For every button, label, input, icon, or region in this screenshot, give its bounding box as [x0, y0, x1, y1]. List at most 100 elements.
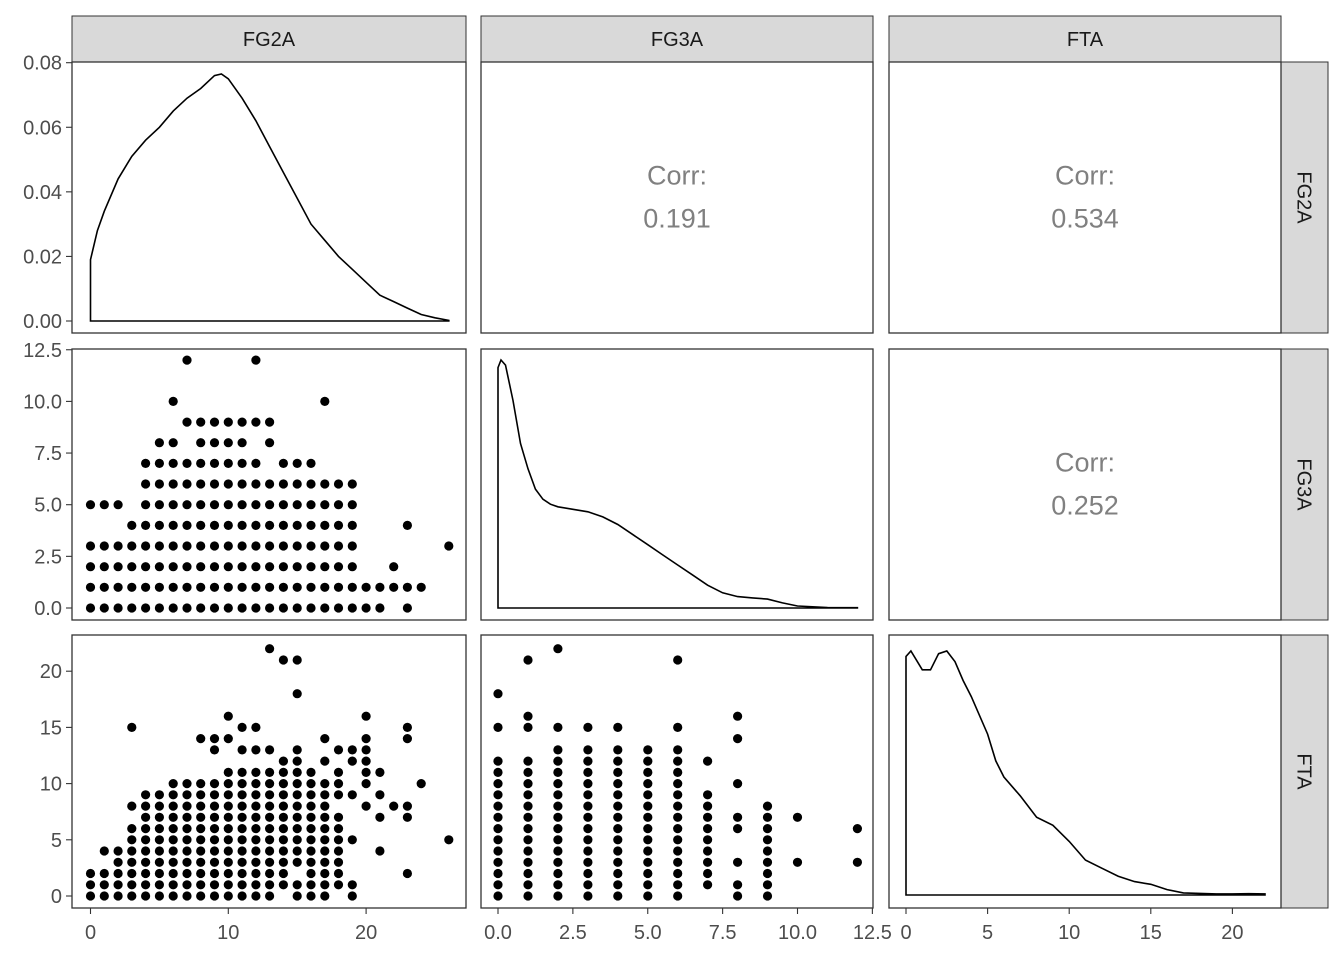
data-point: [673, 857, 683, 867]
data-point: [237, 846, 247, 856]
data-point: [493, 801, 503, 811]
data-point: [223, 812, 233, 822]
data-point: [333, 603, 344, 613]
data-point: [613, 790, 623, 800]
data-point: [553, 767, 563, 778]
data-point: [320, 500, 330, 510]
data-point: [223, 711, 233, 721]
data-point: [673, 790, 683, 800]
data-point: [852, 857, 863, 867]
data-point: [703, 824, 713, 834]
data-point: [375, 582, 385, 592]
data-point: [265, 520, 275, 531]
data-point: [168, 520, 178, 531]
data-point: [113, 500, 123, 510]
data-point: [613, 745, 623, 755]
data-point: [223, 779, 233, 789]
data-point: [113, 891, 123, 901]
data-point: [182, 417, 192, 427]
data-point: [223, 582, 233, 592]
data-point: [444, 541, 454, 551]
density-curve-FTA: [905, 649, 1266, 896]
data-point: [223, 880, 233, 890]
data-point: [265, 541, 275, 551]
data-point: [154, 541, 164, 551]
data-point: [444, 835, 454, 845]
data-point: [361, 745, 371, 755]
data-point: [265, 417, 275, 427]
data-point: [306, 880, 316, 890]
data-point: [292, 458, 302, 468]
data-point: [347, 500, 357, 510]
x-axis-tick-label: 12.5: [853, 922, 892, 944]
y-axis-tick-label: 0: [51, 886, 62, 908]
data-point: [333, 824, 344, 834]
data-point: [168, 891, 178, 901]
data-point: [416, 779, 426, 789]
data-point: [127, 880, 137, 890]
data-point: [361, 711, 371, 721]
data-point: [127, 835, 137, 845]
data-point: [251, 790, 261, 800]
data-point: [251, 801, 261, 811]
data-point: [278, 857, 288, 867]
data-point: [196, 824, 206, 834]
data-point: [154, 438, 164, 448]
data-point: [320, 541, 330, 551]
data-point: [852, 824, 863, 834]
data-point: [237, 438, 247, 448]
data-point: [127, 722, 137, 733]
data-point: [85, 603, 96, 613]
data-point: [209, 582, 220, 592]
data-point: [113, 582, 123, 592]
data-point: [141, 520, 151, 531]
data-point: [673, 824, 683, 834]
data-point: [141, 582, 151, 592]
data-point: [333, 500, 344, 510]
data-point: [154, 812, 164, 822]
y-axis-tick-label: 10: [40, 774, 62, 796]
data-point: [127, 562, 137, 572]
data-point: [127, 801, 137, 811]
data-point: [141, 801, 151, 811]
data-point: [278, 458, 288, 468]
data-point: [168, 438, 178, 448]
data-point: [583, 880, 593, 890]
corr-value: 0.534: [1051, 204, 1119, 234]
data-point: [553, 868, 563, 879]
data-point: [673, 655, 683, 665]
data-point: [196, 500, 206, 510]
x-axis-tick-label: 10: [217, 922, 239, 944]
data-point: [237, 479, 247, 489]
data-point: [553, 745, 563, 755]
data-point: [493, 790, 503, 800]
data-point: [265, 868, 275, 879]
data-point: [643, 824, 653, 834]
data-point: [333, 779, 344, 789]
data-point: [251, 857, 261, 867]
data-point: [209, 541, 220, 551]
data-point: [168, 790, 178, 800]
data-point: [237, 835, 247, 845]
data-point: [278, 756, 288, 766]
data-point: [237, 417, 247, 427]
data-point: [361, 582, 371, 592]
data-point: [523, 779, 533, 789]
data-point: [182, 355, 192, 365]
data-point: [196, 479, 206, 489]
data-point: [113, 541, 123, 551]
data-point: [361, 734, 371, 744]
data-point: [265, 857, 275, 867]
data-point: [333, 562, 344, 572]
panel-border: [480, 61, 874, 334]
x-axis-tick-label: 20: [1221, 922, 1243, 944]
data-point: [292, 824, 302, 834]
data-point: [182, 835, 192, 845]
panel-background: [72, 62, 466, 333]
data-point: [333, 835, 344, 845]
data-point: [85, 582, 96, 592]
y-axis-tick-label: 15: [40, 717, 62, 739]
data-point: [209, 458, 220, 468]
data-point: [113, 868, 123, 879]
data-point: [237, 857, 247, 867]
